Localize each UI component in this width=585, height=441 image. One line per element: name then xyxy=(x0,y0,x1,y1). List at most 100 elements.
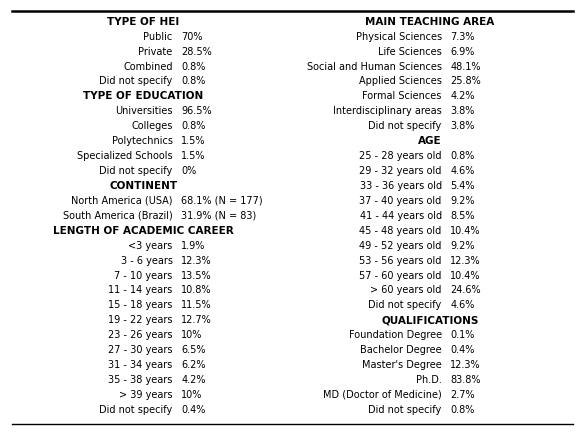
Text: 3.8%: 3.8% xyxy=(450,121,475,131)
Text: 6.9%: 6.9% xyxy=(450,47,475,56)
Text: 5.4%: 5.4% xyxy=(450,181,475,191)
Text: Private: Private xyxy=(138,47,173,56)
Text: Polytechnics: Polytechnics xyxy=(112,136,173,146)
Text: QUALIFICATIONS: QUALIFICATIONS xyxy=(381,315,479,325)
Text: Public: Public xyxy=(143,32,173,42)
Text: TYPE OF HEI: TYPE OF HEI xyxy=(107,17,180,27)
Text: 11 - 14 years: 11 - 14 years xyxy=(108,285,173,295)
Text: Did not specify: Did not specify xyxy=(369,300,442,310)
Text: > 60 years old: > 60 years old xyxy=(370,285,442,295)
Text: 9.2%: 9.2% xyxy=(450,196,475,206)
Text: 0.8%: 0.8% xyxy=(181,121,206,131)
Text: 35 - 38 years: 35 - 38 years xyxy=(108,375,173,385)
Text: 10%: 10% xyxy=(181,390,203,400)
Text: 49 - 52 years old: 49 - 52 years old xyxy=(359,241,442,250)
Text: Bachelor Degree: Bachelor Degree xyxy=(360,345,442,355)
Text: 45 - 48 years old: 45 - 48 years old xyxy=(359,226,442,236)
Text: Life Sciences: Life Sciences xyxy=(378,47,442,56)
Text: 15 - 18 years: 15 - 18 years xyxy=(108,300,173,310)
Text: Universities: Universities xyxy=(115,106,173,116)
Text: Did not specify: Did not specify xyxy=(99,76,173,86)
Text: Did not specify: Did not specify xyxy=(99,166,173,176)
Text: <3 years: <3 years xyxy=(128,241,173,250)
Text: 1.9%: 1.9% xyxy=(181,241,206,250)
Text: 12.3%: 12.3% xyxy=(450,256,481,265)
Text: 11.5%: 11.5% xyxy=(181,300,212,310)
Text: 4.6%: 4.6% xyxy=(450,300,475,310)
Text: LENGTH OF ACADEMIC CAREER: LENGTH OF ACADEMIC CAREER xyxy=(53,226,233,236)
Text: 12.3%: 12.3% xyxy=(181,256,212,265)
Text: Combined: Combined xyxy=(123,62,173,71)
Text: 3.8%: 3.8% xyxy=(450,106,475,116)
Text: TYPE OF EDUCATION: TYPE OF EDUCATION xyxy=(83,91,204,101)
Text: 2.7%: 2.7% xyxy=(450,390,475,400)
Text: MD (Doctor of Medicine): MD (Doctor of Medicine) xyxy=(323,390,442,400)
Text: 0%: 0% xyxy=(181,166,197,176)
Text: 9.2%: 9.2% xyxy=(450,241,475,250)
Text: Did not specify: Did not specify xyxy=(369,405,442,415)
Text: 23 - 26 years: 23 - 26 years xyxy=(108,330,173,340)
Text: 25 - 28 years old: 25 - 28 years old xyxy=(359,151,442,161)
Text: 33 - 36 years old: 33 - 36 years old xyxy=(360,181,442,191)
Text: 0.4%: 0.4% xyxy=(181,405,206,415)
Text: 48.1%: 48.1% xyxy=(450,62,481,71)
Text: Did not specify: Did not specify xyxy=(99,405,173,415)
Text: Master's Degree: Master's Degree xyxy=(362,360,442,370)
Text: 31 - 34 years: 31 - 34 years xyxy=(108,360,173,370)
Text: 4.6%: 4.6% xyxy=(450,166,475,176)
Text: 27 - 30 years: 27 - 30 years xyxy=(108,345,173,355)
Text: 8.5%: 8.5% xyxy=(450,211,475,221)
Text: 0.8%: 0.8% xyxy=(450,405,475,415)
Text: 70%: 70% xyxy=(181,32,203,42)
Text: 37 - 40 years old: 37 - 40 years old xyxy=(359,196,442,206)
Text: 25.8%: 25.8% xyxy=(450,76,481,86)
Text: 19 - 22 years: 19 - 22 years xyxy=(108,315,173,325)
Text: 6.2%: 6.2% xyxy=(181,360,206,370)
Text: Ph.D.: Ph.D. xyxy=(416,375,442,385)
Text: 28.5%: 28.5% xyxy=(181,47,212,56)
Text: 57 - 60 years old: 57 - 60 years old xyxy=(359,270,442,280)
Text: 3 - 6 years: 3 - 6 years xyxy=(121,256,173,265)
Text: 24.6%: 24.6% xyxy=(450,285,481,295)
Text: Social and Human Sciences: Social and Human Sciences xyxy=(307,62,442,71)
Text: 31.9% (N = 83): 31.9% (N = 83) xyxy=(181,211,257,221)
Text: 12.7%: 12.7% xyxy=(181,315,212,325)
Text: 1.5%: 1.5% xyxy=(181,151,206,161)
Text: 10.8%: 10.8% xyxy=(181,285,212,295)
Text: MAIN TEACHING AREA: MAIN TEACHING AREA xyxy=(366,17,494,27)
Text: Interdisciplinary areas: Interdisciplinary areas xyxy=(333,106,442,116)
Text: 29 - 32 years old: 29 - 32 years old xyxy=(359,166,442,176)
Text: Foundation Degree: Foundation Degree xyxy=(349,330,442,340)
Text: 13.5%: 13.5% xyxy=(181,270,212,280)
Text: Formal Sciences: Formal Sciences xyxy=(362,91,442,101)
Text: > 39 years: > 39 years xyxy=(119,390,173,400)
Text: 41 - 44 years old: 41 - 44 years old xyxy=(360,211,442,221)
Text: North America (USA): North America (USA) xyxy=(71,196,173,206)
Text: AGE: AGE xyxy=(418,136,442,146)
Text: 12.3%: 12.3% xyxy=(450,360,481,370)
Text: Did not specify: Did not specify xyxy=(369,121,442,131)
Text: 7 - 10 years: 7 - 10 years xyxy=(114,270,173,280)
Text: 0.8%: 0.8% xyxy=(450,151,475,161)
Text: Applied Sciences: Applied Sciences xyxy=(359,76,442,86)
Text: 1.5%: 1.5% xyxy=(181,136,206,146)
Text: 53 - 56 years old: 53 - 56 years old xyxy=(359,256,442,265)
Text: 0.8%: 0.8% xyxy=(181,62,206,71)
Text: 10.4%: 10.4% xyxy=(450,226,481,236)
Text: Specialized Schools: Specialized Schools xyxy=(77,151,173,161)
Text: 68.1% (N = 177): 68.1% (N = 177) xyxy=(181,196,263,206)
Text: 4.2%: 4.2% xyxy=(450,91,475,101)
Text: 83.8%: 83.8% xyxy=(450,375,481,385)
Text: South America (Brazil): South America (Brazil) xyxy=(63,211,173,221)
Text: 10.4%: 10.4% xyxy=(450,270,481,280)
Text: CONTINENT: CONTINENT xyxy=(109,181,177,191)
Text: Colleges: Colleges xyxy=(131,121,173,131)
Text: 96.5%: 96.5% xyxy=(181,106,212,116)
Text: 10%: 10% xyxy=(181,330,203,340)
Text: 0.1%: 0.1% xyxy=(450,330,475,340)
Text: 6.5%: 6.5% xyxy=(181,345,206,355)
Text: 0.4%: 0.4% xyxy=(450,345,475,355)
Text: 0.8%: 0.8% xyxy=(181,76,206,86)
Text: Physical Sciences: Physical Sciences xyxy=(356,32,442,42)
Text: 7.3%: 7.3% xyxy=(450,32,475,42)
